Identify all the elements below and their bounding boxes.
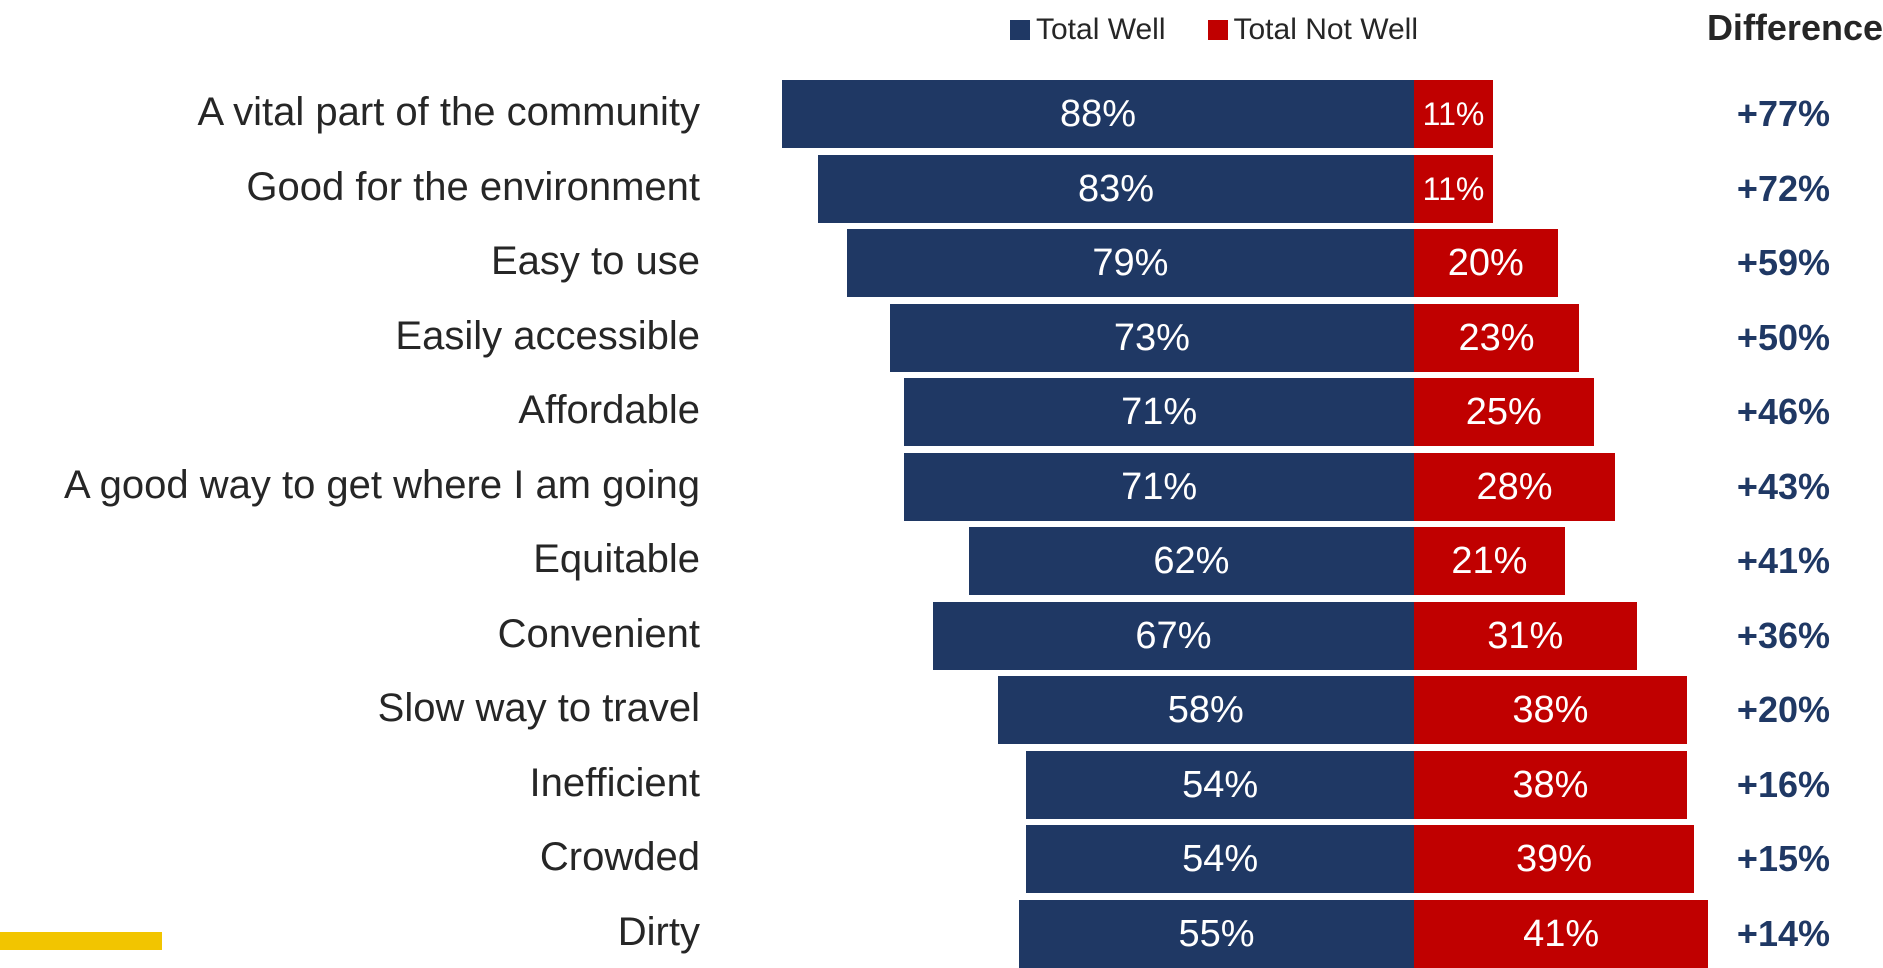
category-label: Equitable — [533, 537, 700, 581]
value-label-well: 71% — [1121, 465, 1198, 508]
category-label: Crowded — [539, 835, 700, 879]
logo — [0, 932, 162, 950]
value-label-not-well: 20% — [1447, 242, 1524, 284]
bar-total-well — [968, 527, 1414, 595]
value-label-well: 67% — [1135, 614, 1212, 657]
difference-value: +14% — [1736, 912, 1830, 954]
category-label: Easy to use — [490, 239, 700, 283]
bar-total-not-well — [1414, 825, 1695, 893]
value-label-well: 62% — [1153, 540, 1230, 582]
value-label-not-well: 25% — [1465, 391, 1542, 433]
value-label-not-well: 11% — [1422, 170, 1485, 207]
category-label: Good for the environment — [246, 164, 700, 209]
value-label-not-well: 39% — [1515, 838, 1593, 880]
difference-value: +41% — [1736, 540, 1830, 581]
value-label-well: 88% — [1060, 93, 1137, 135]
value-label-not-well: 31% — [1487, 614, 1564, 657]
bar-total-well — [1026, 750, 1414, 819]
value-label-well: 55% — [1178, 912, 1255, 955]
bar-total-well — [782, 80, 1414, 148]
value-label-not-well: 23% — [1458, 316, 1535, 359]
bar-total-well — [904, 452, 1414, 521]
bar-total-well — [997, 676, 1414, 744]
category-label: Inefficient — [529, 760, 701, 805]
bar-total-well — [904, 378, 1414, 446]
category-label: A vital part of the community — [197, 90, 700, 134]
value-label-not-well: 21% — [1451, 540, 1528, 582]
value-label-well: 79% — [1092, 242, 1169, 284]
bar-total-not-well — [1414, 154, 1493, 223]
difference-value: +59% — [1736, 242, 1830, 283]
category-label: Convenient — [497, 611, 700, 656]
bar-total-not-well — [1414, 750, 1687, 819]
value-label-not-well: 11% — [1422, 96, 1485, 132]
value-label-well: 73% — [1113, 316, 1190, 359]
difference-value: +72% — [1736, 167, 1830, 209]
difference-value: +50% — [1736, 316, 1830, 358]
value-label-well: 54% — [1182, 838, 1259, 880]
bar-total-not-well — [1414, 452, 1616, 521]
category-label: Affordable — [518, 388, 700, 432]
difference-value: +36% — [1736, 614, 1830, 656]
value-label-not-well: 38% — [1512, 689, 1589, 731]
bar-total-well — [846, 229, 1414, 297]
category-label: A good way to get where I am going — [64, 462, 700, 507]
legend-swatch-well — [1010, 20, 1030, 40]
bar-total-not-well — [1414, 601, 1637, 670]
legend: Total Well Total Not Well — [1010, 13, 1460, 47]
value-label-well: 54% — [1182, 763, 1259, 806]
value-label-well: 58% — [1167, 689, 1244, 731]
difference-value: +16% — [1736, 763, 1830, 805]
difference-value: +77% — [1736, 93, 1830, 134]
difference-value: +43% — [1736, 465, 1830, 507]
bar-total-well — [932, 601, 1414, 670]
value-label-well: 83% — [1077, 167, 1155, 210]
legend-swatch-notwell — [1207, 20, 1228, 40]
bar-total-not-well — [1414, 303, 1580, 372]
legend-item-notwell: Total Not Well — [1207, 13, 1419, 47]
difference-value: +46% — [1736, 391, 1830, 432]
difference-value: +15% — [1736, 838, 1830, 879]
category-label: Dirty — [617, 909, 700, 954]
legend-label-notwell: Total Not Well — [1233, 13, 1419, 46]
bar-total-well — [818, 154, 1414, 223]
category-label: Slow way to travel — [377, 686, 700, 730]
bar-total-not-well — [1414, 378, 1594, 446]
value-label-not-well: 41% — [1523, 912, 1600, 955]
legend-label-well: Total Well — [1036, 13, 1166, 46]
bar-total-not-well — [1414, 676, 1687, 744]
difference-value: +20% — [1736, 689, 1830, 730]
bar-total-not-well — [1414, 527, 1565, 595]
value-label-well: 71% — [1121, 391, 1198, 433]
value-label-not-well: 38% — [1512, 763, 1589, 806]
legend-item-well: Total Well — [1010, 13, 1166, 47]
bar-total-not-well — [1414, 80, 1493, 148]
bar-total-well — [889, 303, 1414, 372]
bar-total-well — [1026, 825, 1414, 893]
value-label-not-well: 28% — [1476, 465, 1553, 508]
category-label: Easily accessible — [395, 313, 700, 358]
bar-total-not-well — [1414, 229, 1558, 297]
difference-header: Difference — [1706, 7, 1883, 48]
